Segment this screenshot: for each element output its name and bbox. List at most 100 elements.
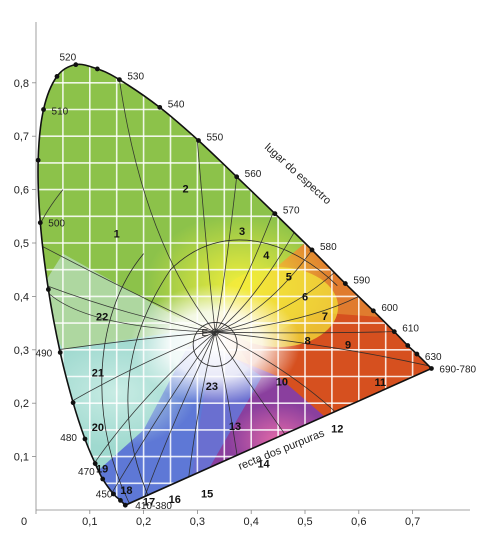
wavelength-label: 540: [168, 99, 185, 110]
zone-white-glow: [130, 284, 301, 405]
region-number: 1: [114, 229, 120, 241]
spectral-locus-caption: lugar do espectro: [262, 141, 333, 207]
region-number: 17: [143, 497, 155, 509]
wavelength-point: [82, 436, 88, 442]
boundary-curve: [118, 79, 216, 333]
boundary-curve: [215, 296, 359, 333]
boundary-curve: [215, 331, 395, 334]
region-number: 22: [96, 311, 108, 323]
wavelength-point: [118, 497, 123, 503]
boundary-curve: [214, 232, 295, 333]
wavelength-point: [45, 287, 51, 292]
boundary-curve: [215, 331, 429, 367]
wavelength-point: [54, 73, 60, 79]
wavelength-point: [234, 174, 240, 180]
wavelength-point: [157, 104, 163, 110]
y-tick-label: 0,3: [14, 345, 29, 357]
wavelength-point: [429, 366, 434, 371]
y-tick-label: 0,6: [14, 185, 29, 197]
wavelength-label: 480: [60, 433, 77, 444]
wavelength-point: [100, 476, 106, 482]
x-tick-label: 0: [21, 516, 27, 528]
wavelength-label: 510: [52, 107, 69, 118]
region-number: 15: [201, 489, 213, 501]
wavelength-label: 590: [353, 276, 370, 287]
wavelength-label: 600: [381, 303, 398, 314]
wavelength-point: [391, 329, 397, 335]
wavelength-point: [342, 281, 348, 286]
x-tick-label: 0,2: [136, 516, 151, 528]
boundary-curve: [214, 176, 238, 333]
wavelength-label: 690-780: [439, 364, 476, 375]
white-point: E: [201, 328, 219, 339]
wavelength-label: 610: [402, 324, 419, 335]
region-number: 7: [322, 311, 328, 323]
boundary-curve: [110, 331, 216, 495]
region-number: 11: [374, 377, 386, 389]
y-tick-label: 0,1: [14, 452, 29, 464]
wavelength-point: [272, 211, 278, 217]
region-number: 5: [286, 271, 292, 283]
boundary-curve: [215, 249, 313, 333]
wavelength-point: [414, 351, 420, 357]
region-number: 10: [276, 377, 288, 389]
boundary-curve: [214, 213, 274, 333]
region-number: 18: [120, 485, 132, 497]
wavelength-point: [370, 308, 376, 314]
wavelength-label: 570: [283, 206, 300, 217]
boundary-curve: [46, 285, 216, 333]
region-number: 9: [345, 340, 351, 352]
x-tick-label: 0,6: [351, 516, 366, 528]
region-number: 13: [229, 421, 241, 433]
wavelength-point: [35, 157, 41, 163]
wavelength-point: [94, 66, 100, 72]
region-number: 20: [92, 422, 104, 434]
wavelength-label: 450: [96, 489, 113, 500]
center-ring: [192, 322, 238, 367]
wavelength-label: 410-380: [135, 501, 172, 512]
wavelength-point: [37, 220, 43, 226]
wavelength-point: [405, 343, 411, 348]
y-tick-label: 0,5: [14, 238, 29, 250]
y-tick-label: 0,7: [14, 131, 29, 143]
wavelength-point: [309, 247, 315, 253]
region-number: 3: [239, 226, 245, 238]
boundary-curve: [186, 332, 216, 495]
wavelength-markers: 410-380450470480490500510520530540550560…: [36, 53, 477, 513]
region-number: 23: [206, 381, 218, 393]
wavelength-label: 520: [59, 53, 76, 64]
wavelength-point: [111, 491, 116, 497]
region-number: 6: [302, 292, 308, 304]
boundary-curve: [68, 331, 216, 404]
white-point-label: E: [201, 328, 208, 339]
wavelength-point: [92, 461, 98, 466]
boundary-ring: [127, 239, 338, 506]
region-number: 4: [263, 250, 270, 262]
y-tick-label: 0,2: [14, 398, 29, 410]
wavelength-label: 580: [320, 242, 337, 253]
region-number: 19: [96, 464, 108, 476]
x-tick-label: 0,7: [405, 516, 420, 528]
region-number: 16: [169, 494, 181, 506]
wavelength-label: 530: [127, 72, 144, 83]
wavelength-point: [70, 400, 76, 406]
wavelength-label: 470: [78, 467, 95, 478]
boundary-curve: [197, 141, 216, 333]
wavelength-point: [122, 502, 128, 508]
wavelength-label: 560: [245, 169, 262, 180]
boundary-curve: [143, 332, 216, 500]
x-tick-label: 0,5: [297, 516, 312, 528]
wavelength-point: [41, 107, 46, 112]
x-tick-label: 0,4: [244, 516, 259, 528]
x-tick-label: 0,1: [82, 516, 97, 528]
wavelength-point: [196, 138, 201, 143]
region-number: 21: [92, 368, 104, 380]
boundary-curve: [94, 331, 216, 463]
region-number: 14: [257, 458, 270, 470]
boundary-curve: [38, 242, 216, 333]
wavelength-label: 490: [36, 348, 53, 359]
wavelength-label: 550: [206, 132, 223, 143]
x-tick-label: 0,3: [190, 516, 205, 528]
